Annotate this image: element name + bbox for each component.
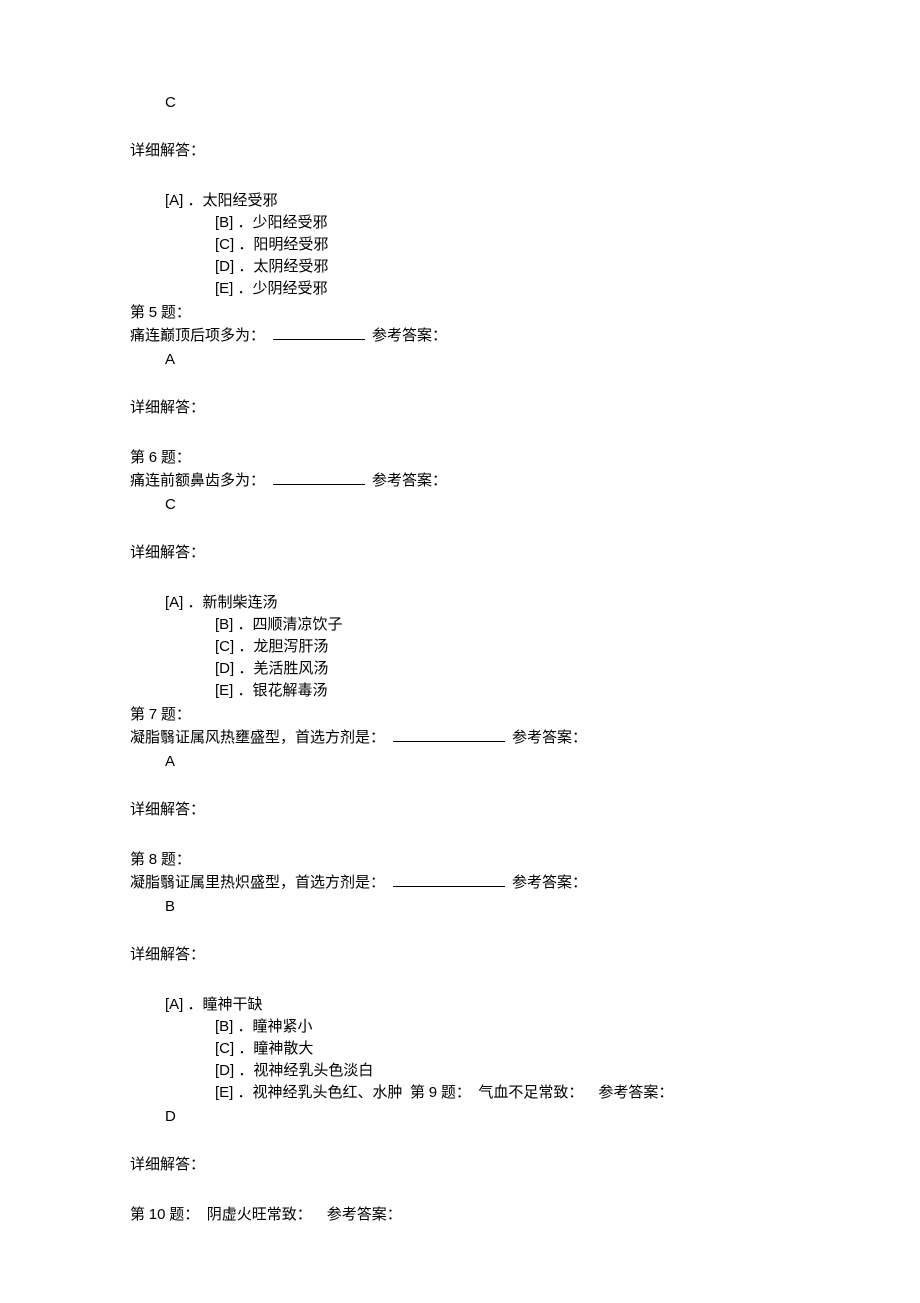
detail-label-6: 详细解答： [130,543,790,564]
question-6-text: 痛连前额鼻齿多为： 参考答案： [130,471,790,492]
question-7-header: 第 7 题： [130,704,790,726]
answer-6: C [165,494,790,515]
option-d3: [D] ．视神经乳头色淡白 [215,1060,790,1082]
question-5-text: 痛连巅顶后项多为： 参考答案： [130,326,790,347]
option-b: [B] ．少阳经受邪 [215,212,790,234]
detail-label-7: 详细解答： [130,800,790,821]
option-d: [D] ．太阴经受邪 [215,256,790,278]
detail-label: 详细解答： [130,141,790,162]
option-e3: [E] ．视神经乳头色红、水肿 第 9 题： 气血不足常致： 参考答案： [215,1082,790,1104]
question-8-header: 第 8 题： [130,849,790,871]
detail-label-8: 详细解答： [130,945,790,966]
question-7-text: 凝脂翳证属风热壅盛型，首选方剂是： 参考答案： [130,728,790,749]
option-c2: [C] ．龙胆泻肝汤 [215,636,790,658]
question-8-text: 凝脂翳证属里热炽盛型，首选方剂是： 参考答案： [130,873,790,894]
option-e2: [E] ．银花解毒汤 [215,680,790,702]
answer-8: B [165,896,790,917]
detail-label-5: 详细解答： [130,398,790,419]
option-b3: [B] ．瞳神紧小 [215,1016,790,1038]
option-c: [C] ．阳明经受邪 [215,234,790,256]
answer-5: A [165,349,790,370]
answer-9: D [165,1106,790,1127]
question-5-header: 第 5 题： [130,302,790,324]
detail-label-9: 详细解答： [130,1155,790,1176]
question-6-header: 第 6 题： [130,447,790,469]
option-a: [A] ．太阳经受邪 [165,190,790,212]
option-e: [E] ．少阴经受邪 [215,278,790,300]
question-10-header: 第 10 题： 阴虚火旺常致： 参考答案： [130,1204,790,1226]
option-b2: [B] ．四顺清凉饮子 [215,614,790,636]
option-a2: [A] ．新制柴连汤 [165,592,790,614]
answer-7: A [165,751,790,772]
option-a3: [A] ．瞳神干缺 [165,994,790,1016]
answer-prev: C [165,92,790,113]
option-c3: [C] ．瞳神散大 [215,1038,790,1060]
option-d2: [D] ．羌活胜风汤 [215,658,790,680]
